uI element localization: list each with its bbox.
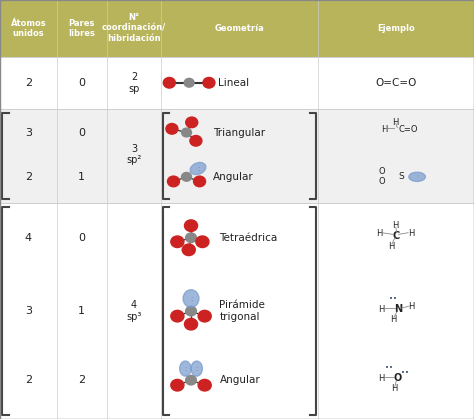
Text: S: S	[398, 172, 404, 181]
Text: H: H	[378, 374, 385, 383]
Text: 3: 3	[25, 306, 32, 316]
Text: 4: 4	[25, 233, 32, 243]
Text: :: :	[416, 174, 418, 179]
Circle shape	[184, 220, 198, 231]
Bar	[0, 0, 474, 57]
Circle shape	[198, 380, 211, 391]
Ellipse shape	[191, 361, 202, 376]
Circle shape	[182, 128, 191, 137]
Text: Geometría: Geometría	[215, 24, 264, 33]
Text: 2: 2	[25, 78, 32, 88]
Text: ••: ••	[385, 365, 392, 371]
Text: ••: ••	[390, 296, 397, 303]
Text: Átomos
unidos: Átomos unidos	[10, 18, 46, 38]
Text: 2: 2	[25, 172, 32, 182]
Circle shape	[167, 176, 180, 187]
Circle shape	[166, 124, 178, 134]
Ellipse shape	[180, 361, 191, 376]
Text: H: H	[392, 118, 399, 127]
Text: C: C	[392, 230, 400, 241]
Text: N°
coordinación/
hibridación: N° coordinación/ hibridación	[102, 13, 166, 43]
Circle shape	[164, 78, 175, 88]
Text: H: H	[381, 125, 387, 134]
Text: Triangular: Triangular	[212, 127, 264, 137]
Circle shape	[196, 236, 209, 248]
Bar	[0, 203, 474, 419]
Ellipse shape	[409, 172, 426, 181]
Circle shape	[193, 176, 206, 187]
Circle shape	[186, 375, 196, 385]
Circle shape	[203, 78, 215, 88]
Text: Lineal: Lineal	[218, 78, 249, 88]
Circle shape	[182, 244, 195, 256]
Text: H: H	[408, 303, 415, 311]
Circle shape	[198, 310, 211, 322]
Text: O: O	[393, 373, 401, 383]
Text: ••: ••	[401, 370, 409, 375]
Text: H: H	[390, 315, 397, 324]
Text: C=O: C=O	[398, 125, 418, 134]
Circle shape	[171, 236, 184, 248]
Text: Pares
libres: Pares libres	[68, 18, 95, 38]
Text: :: :	[190, 295, 192, 302]
Circle shape	[186, 306, 196, 316]
Text: 0: 0	[78, 78, 85, 88]
Text: N: N	[394, 304, 402, 314]
Text: 2: 2	[25, 375, 32, 385]
Text: :: :	[184, 366, 187, 372]
Text: :: :	[197, 166, 199, 171]
Text: 2: 2	[78, 375, 85, 385]
Text: 3
sp²: 3 sp²	[126, 144, 142, 166]
Text: O: O	[378, 167, 385, 176]
Circle shape	[186, 117, 198, 128]
Circle shape	[182, 173, 191, 181]
Text: 1: 1	[78, 306, 85, 316]
Text: H: H	[388, 242, 394, 251]
Text: :: :	[195, 366, 198, 372]
Text: Angular: Angular	[219, 375, 260, 385]
Text: H: H	[378, 305, 385, 313]
Bar	[0, 109, 474, 203]
Text: Tetraédrica: Tetraédrica	[219, 233, 278, 243]
Text: Pirámide
trigonal: Pirámide trigonal	[219, 300, 265, 322]
Text: H: H	[408, 229, 415, 238]
Ellipse shape	[190, 163, 206, 175]
Circle shape	[171, 380, 184, 391]
Circle shape	[184, 78, 194, 87]
Circle shape	[184, 318, 198, 330]
Text: 2
sp: 2 sp	[128, 72, 139, 93]
Text: 0: 0	[78, 127, 85, 137]
Text: Ejemplo: Ejemplo	[377, 24, 415, 33]
Text: 0: 0	[78, 233, 85, 243]
Text: H: H	[376, 229, 383, 238]
Circle shape	[171, 310, 184, 322]
Text: 3: 3	[25, 127, 32, 137]
Text: H: H	[392, 221, 399, 230]
Ellipse shape	[183, 290, 199, 308]
Text: 4
sp³: 4 sp³	[126, 300, 142, 322]
Text: H: H	[391, 384, 398, 393]
Text: Angular: Angular	[212, 172, 253, 182]
Text: 1: 1	[78, 172, 85, 182]
Bar	[0, 57, 474, 109]
Circle shape	[186, 233, 196, 243]
Text: O=C=O: O=C=O	[375, 78, 417, 88]
Text: O: O	[378, 176, 385, 186]
Circle shape	[190, 135, 202, 146]
